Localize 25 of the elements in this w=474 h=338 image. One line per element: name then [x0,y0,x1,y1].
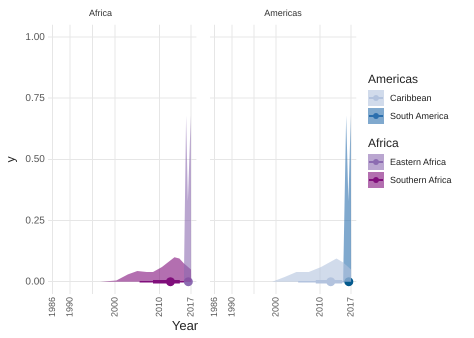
legend-title: Africa [368,136,400,150]
y-tick-label: 0.50 [25,154,46,166]
x-tick-label: 2017 [186,296,196,318]
chart-title: Americas [264,8,302,18]
y-tick-label: 0.75 [25,92,46,104]
x-tick-label: 1986 [46,296,57,318]
x-tick-label: 1990 [226,296,237,318]
y-tick-label: 1.00 [25,32,46,43]
legend-title: Americas [368,72,420,86]
x-axis-title: Year [170,318,200,333]
chart-title: Africa [88,8,112,18]
x-tick-label: 2000 [109,296,120,318]
y-axis-title: y [4,156,18,162]
y-tick-label: 0.00 [25,276,46,288]
x-tick-label: 1990 [64,296,75,318]
x-tick-label: 1986 [208,296,219,318]
x-tick-label: 2010 [154,296,164,318]
x-tick-label: 2010 [314,296,325,318]
y-tick-label: 0.25 [25,215,46,226]
legend-label: Caribbean [390,93,432,103]
legend-label: South America [390,111,449,121]
x-tick-label: 2017 [346,296,356,318]
legend-label: Southern Africa [390,175,452,185]
x-tick-label: 2000 [270,296,281,318]
legend-label: Eastern Africa [390,157,446,167]
